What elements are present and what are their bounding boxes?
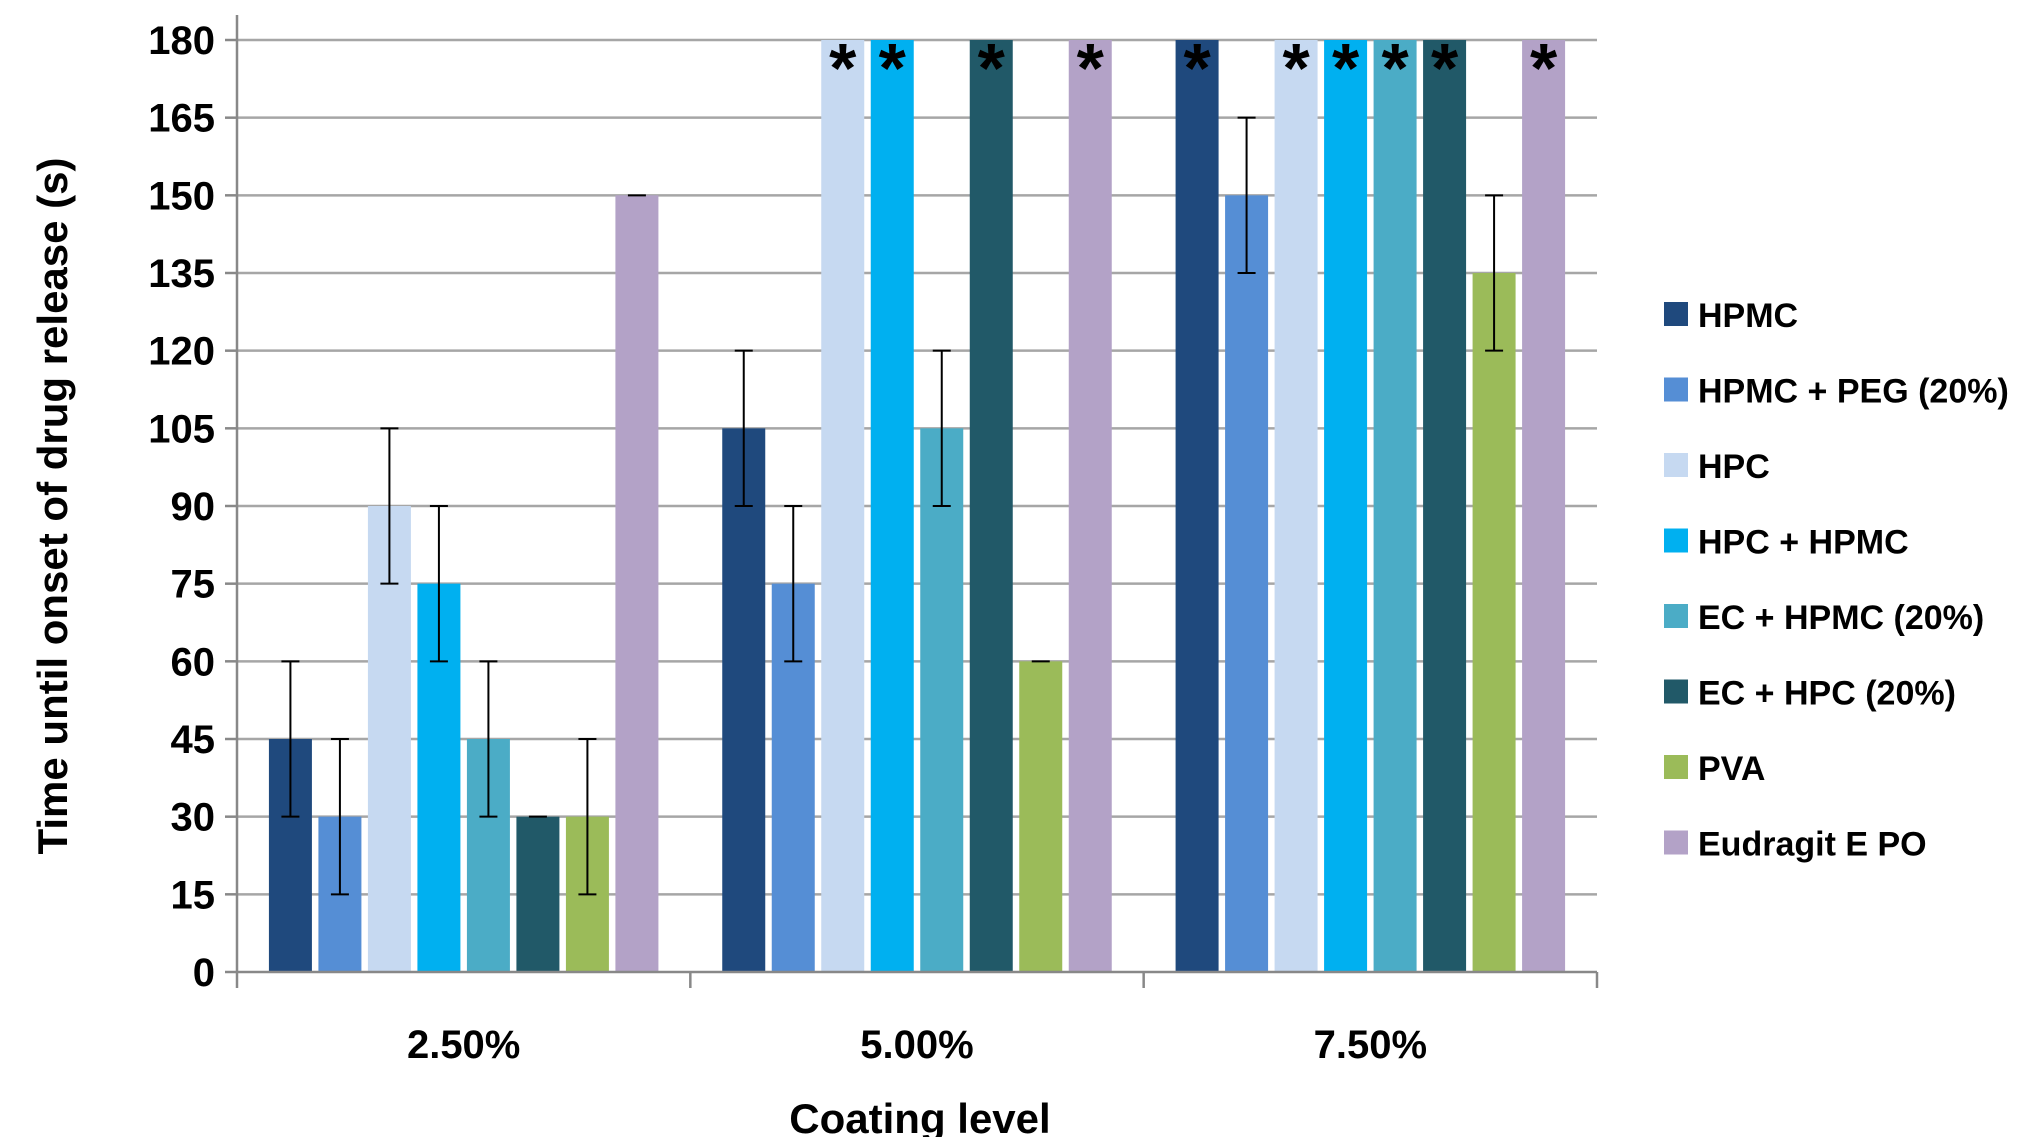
bars — [268, 40, 1566, 973]
y-tick-label: 90 — [171, 485, 216, 529]
bar — [870, 40, 914, 972]
y-tick-label: 15 — [171, 873, 216, 917]
legend-swatch — [1664, 830, 1688, 855]
legend-swatch — [1664, 377, 1688, 402]
bar — [969, 40, 1013, 972]
bar — [615, 195, 659, 973]
bar — [1274, 40, 1318, 972]
x-tick-labels: 2.50% 5.00% 7.50% — [407, 1023, 1427, 1067]
bar — [1522, 40, 1566, 972]
axes — [235, 15, 1599, 988]
error-bars — [281, 116, 1504, 896]
asterisk-marker: * — [1077, 29, 1105, 107]
legend-label: HPMC — [1698, 297, 1798, 335]
legend-label: EC + HPC (20%) — [1698, 675, 1956, 713]
legend-label: PVA — [1698, 750, 1765, 788]
asterisk-marker: * — [1381, 29, 1409, 107]
bar — [516, 816, 560, 972]
bar — [920, 428, 964, 972]
bar — [821, 40, 865, 972]
x-tick-label: 5.00% — [860, 1023, 973, 1067]
x-tick-label: 7.50% — [1314, 1023, 1427, 1067]
bar — [1225, 195, 1269, 973]
asterisk-marker: * — [829, 29, 857, 107]
y-tick-label: 60 — [171, 640, 216, 684]
y-tick-label: 150 — [148, 174, 215, 218]
bar — [1019, 661, 1063, 972]
asterisk-marker: * — [1183, 29, 1211, 107]
bar — [722, 428, 766, 972]
legend-swatch — [1664, 604, 1688, 628]
x-axis-title: Coating level — [789, 1095, 1050, 1137]
legend: HPMC HPMC + PEG (20%) HPC HPC + HPMC EC + HP… — [1664, 297, 2009, 864]
asterisk-marker: * — [1431, 29, 1459, 107]
y-tick-label: 45 — [171, 718, 216, 762]
y-tick-label: 30 — [171, 796, 216, 840]
asterisk-marker: * — [1530, 29, 1558, 107]
legend-label: HPC — [1698, 448, 1770, 486]
legend-swatch — [1664, 679, 1688, 704]
bar — [1324, 40, 1368, 972]
y-tick-label: 180 — [148, 19, 215, 63]
y-axis-title: Time until onset of drug release (s) — [29, 157, 76, 854]
y-tick-label: 120 — [148, 330, 215, 374]
bar — [1373, 40, 1417, 972]
asterisk-marker: * — [978, 29, 1006, 107]
legend-label: HPC + HPMC — [1698, 524, 1909, 562]
asterisk-marker: * — [1332, 29, 1360, 107]
bar — [1472, 273, 1516, 972]
y-tick-label: 75 — [171, 563, 216, 607]
y-tick-label: 135 — [148, 252, 215, 296]
x-tick-label: 2.50% — [407, 1023, 520, 1067]
legend-label: HPMC + PEG (20%) — [1698, 373, 2009, 411]
gridlines — [225, 38, 1597, 974]
y-tick-label: 105 — [148, 407, 215, 451]
legend-swatch — [1664, 453, 1688, 477]
asterisk-markers: * * * * * * * * * * — [829, 29, 1558, 107]
y-tick-labels: 0 15 30 45 60 75 90 105 120 135 150 165 180 — [148, 19, 215, 995]
legend-label: Eudragit E PO — [1698, 826, 1927, 864]
legend-swatch — [1664, 302, 1688, 326]
legend-swatch — [1664, 755, 1688, 779]
y-tick-label: 165 — [148, 97, 215, 141]
y-tick-label: 0 — [193, 951, 215, 995]
legend-swatch — [1664, 528, 1688, 553]
legend-label: EC + HPMC (20%) — [1698, 599, 1984, 637]
bar — [1423, 40, 1467, 972]
bar — [1068, 40, 1112, 972]
asterisk-marker: * — [879, 29, 907, 107]
bar — [1175, 40, 1219, 972]
asterisk-marker: * — [1282, 29, 1310, 107]
